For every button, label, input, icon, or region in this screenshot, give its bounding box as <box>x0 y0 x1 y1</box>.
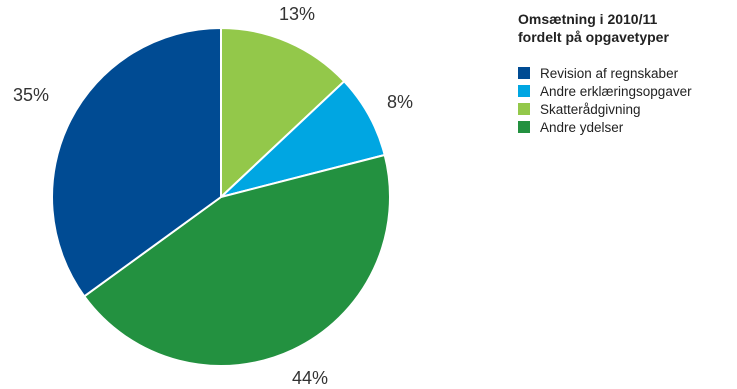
legend-item-andre-erklaeringsopgaver: Andre erklæringsopgaver <box>518 82 733 100</box>
legend-swatch <box>518 103 530 115</box>
pie-slice-revision-af-regnskaber <box>51 27 222 298</box>
pie-slice-skatter-dgivning <box>220 27 346 198</box>
legend-item-skatteraadgivning: Skatterådgivning <box>518 100 733 118</box>
legend-label: Andre ydelser <box>540 119 624 135</box>
pie-slice-label: 35% <box>13 85 49 105</box>
legend-item-andre-ydelser: Andre ydelser <box>518 118 733 136</box>
chart-title-line-1: Omsætning i 2010/11 <box>518 11 658 27</box>
chart-title-line-2: fordelt på opgavetyper <box>518 29 669 45</box>
legend-swatch <box>518 121 530 133</box>
pie-slice-label: 13% <box>279 4 315 24</box>
chart-title: Omsætning i 2010/11 fordelt på opgavetyp… <box>518 10 733 46</box>
legend: Omsætning i 2010/11 fordelt på opgavetyp… <box>518 10 733 136</box>
pie-slice-andre-ydelser <box>83 153 391 367</box>
legend-swatch <box>518 85 530 97</box>
pie-slices <box>51 27 391 367</box>
legend-label: Revision af regnskaber <box>540 65 679 81</box>
pie-slice-label: 44% <box>292 368 328 388</box>
legend-label: Skatterådgivning <box>540 101 641 117</box>
legend-swatch <box>518 67 530 79</box>
legend-item-revision: Revision af regnskaber <box>518 64 733 82</box>
legend-label: Andre erklæringsopgaver <box>540 83 692 99</box>
pie-labels: 13% 8% 44% 35% <box>13 4 413 388</box>
pie-slice-label: 8% <box>387 92 413 112</box>
